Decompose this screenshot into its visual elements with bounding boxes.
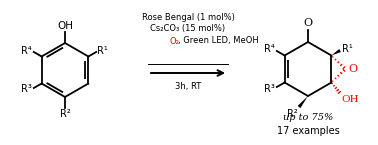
Polygon shape: [297, 96, 308, 108]
Text: R¹: R¹: [97, 46, 108, 56]
Text: O: O: [349, 64, 358, 74]
Text: R¹: R¹: [342, 44, 353, 54]
Text: O₂: O₂: [169, 37, 179, 46]
Text: R²: R²: [60, 109, 70, 119]
Text: R⁴: R⁴: [264, 45, 275, 55]
Text: 17 examples: 17 examples: [277, 126, 339, 136]
Text: R³: R³: [264, 84, 275, 94]
Text: R²: R²: [287, 109, 298, 119]
Text: OH: OH: [57, 21, 73, 31]
Text: OH: OH: [341, 96, 359, 105]
Text: Rose Bengal (1 mol%): Rose Bengal (1 mol%): [142, 12, 234, 21]
Text: Cs₂CO₃ (15 mol%): Cs₂CO₃ (15 mol%): [150, 25, 226, 33]
Text: up to 75%: up to 75%: [283, 114, 333, 123]
Polygon shape: [332, 49, 341, 56]
Text: 3h, RT: 3h, RT: [175, 81, 201, 90]
Text: R³: R³: [21, 85, 32, 95]
Text: , Green LED, MeOH: , Green LED, MeOH: [178, 37, 259, 46]
Text: O: O: [304, 18, 313, 28]
Text: R⁴: R⁴: [21, 46, 32, 56]
